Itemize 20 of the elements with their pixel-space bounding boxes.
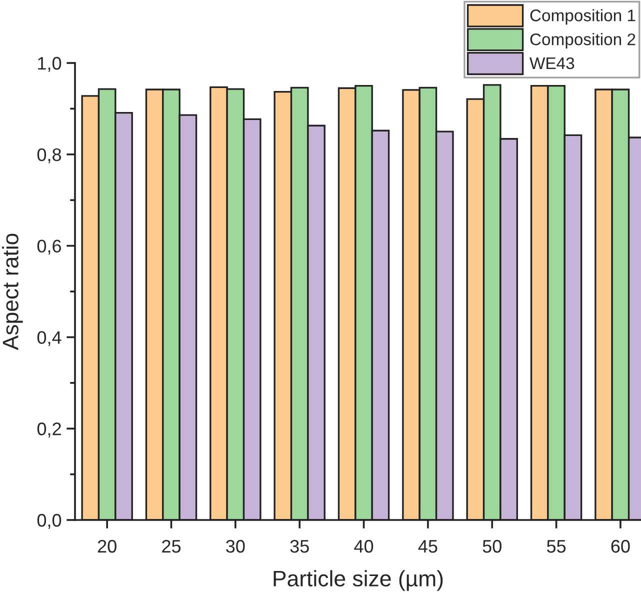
x-tick-label: 35 <box>290 540 309 553</box>
x-axis-title: Particle size (µm) <box>274 570 443 591</box>
legend-label: Composition 1 <box>530 9 636 25</box>
y-tick-label: 0,6 <box>37 240 62 255</box>
legend-label: WE43 <box>530 57 574 70</box>
x-tick-label: 20 <box>98 540 116 553</box>
legend-label: Composition 2 <box>530 33 636 49</box>
x-tick-label: 30 <box>226 540 245 553</box>
x-tick-label: 45 <box>418 540 438 553</box>
x-tick-label: 55 <box>546 540 566 553</box>
x-tick-label: 40 <box>354 540 374 553</box>
x-tick-label: 25 <box>162 540 181 553</box>
y-axis-title: Aspect ratio <box>2 234 23 350</box>
y-tick-label: 0,4 <box>37 331 62 346</box>
y-tick-label: 0,0 <box>37 514 62 529</box>
y-tick-label: 0,2 <box>37 422 61 438</box>
x-tick-label: 60 <box>611 540 630 553</box>
y-tick-label: 1,0 <box>38 56 62 72</box>
y-tick-label: 0,8 <box>37 148 62 164</box>
x-tick-label: 50 <box>482 540 502 553</box>
